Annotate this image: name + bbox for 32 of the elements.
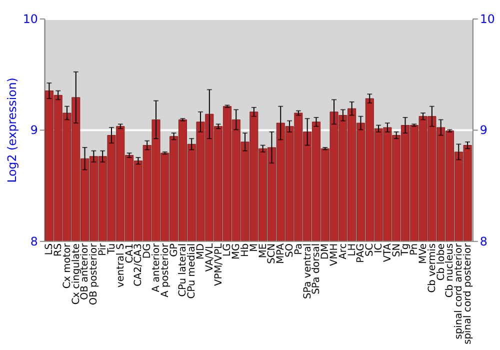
x-tick-label: M bbox=[248, 243, 260, 252]
x-tick-label: GP bbox=[168, 243, 180, 257]
y2-tick-label: 10 bbox=[480, 12, 495, 26]
x-tick-label: ventral S bbox=[115, 243, 126, 288]
x-tick-label: A posterior bbox=[160, 242, 171, 298]
x-tick-label: MVe bbox=[418, 243, 429, 264]
y-axis-title: Log2 (expression) bbox=[4, 78, 19, 183]
x-tick-label: Tu bbox=[106, 243, 118, 256]
x-tick-label: MD bbox=[195, 243, 206, 260]
x-tick-label: SN bbox=[391, 243, 402, 257]
y-tick-label: 10 bbox=[22, 12, 38, 26]
x-tick-label: Cx motor bbox=[62, 242, 73, 289]
x-tick-label: Tg bbox=[400, 243, 412, 257]
x-tick-label: RS bbox=[53, 243, 64, 256]
x-tick-label: VMH bbox=[328, 243, 340, 266]
x-tick-label: Hb bbox=[240, 243, 251, 258]
x-tick-label: spinal cord posterior bbox=[462, 242, 474, 344]
y-tick-label: 8 bbox=[30, 234, 38, 248]
x-tick-label: OB posterior bbox=[88, 242, 100, 306]
x-tick-label: Cb lobe bbox=[436, 243, 447, 281]
y2-tick-label: 9 bbox=[480, 123, 488, 138]
x-tick-label: SO bbox=[284, 243, 296, 258]
x-tick-label: VA/VL bbox=[204, 242, 216, 272]
y2-tick-label: 8 bbox=[480, 234, 488, 248]
x-tick-label: Cb vermis bbox=[426, 243, 438, 293]
x-tick-label: DG bbox=[142, 243, 154, 259]
y-tick-label: 9 bbox=[30, 123, 38, 138]
x-tick-label: IC bbox=[373, 243, 384, 254]
x-tick-label: A anterior bbox=[150, 242, 162, 292]
x-tick-label: Arc bbox=[338, 243, 349, 260]
x-tick-label: VTA bbox=[382, 243, 394, 262]
x-tick-label: Pa bbox=[293, 243, 304, 255]
